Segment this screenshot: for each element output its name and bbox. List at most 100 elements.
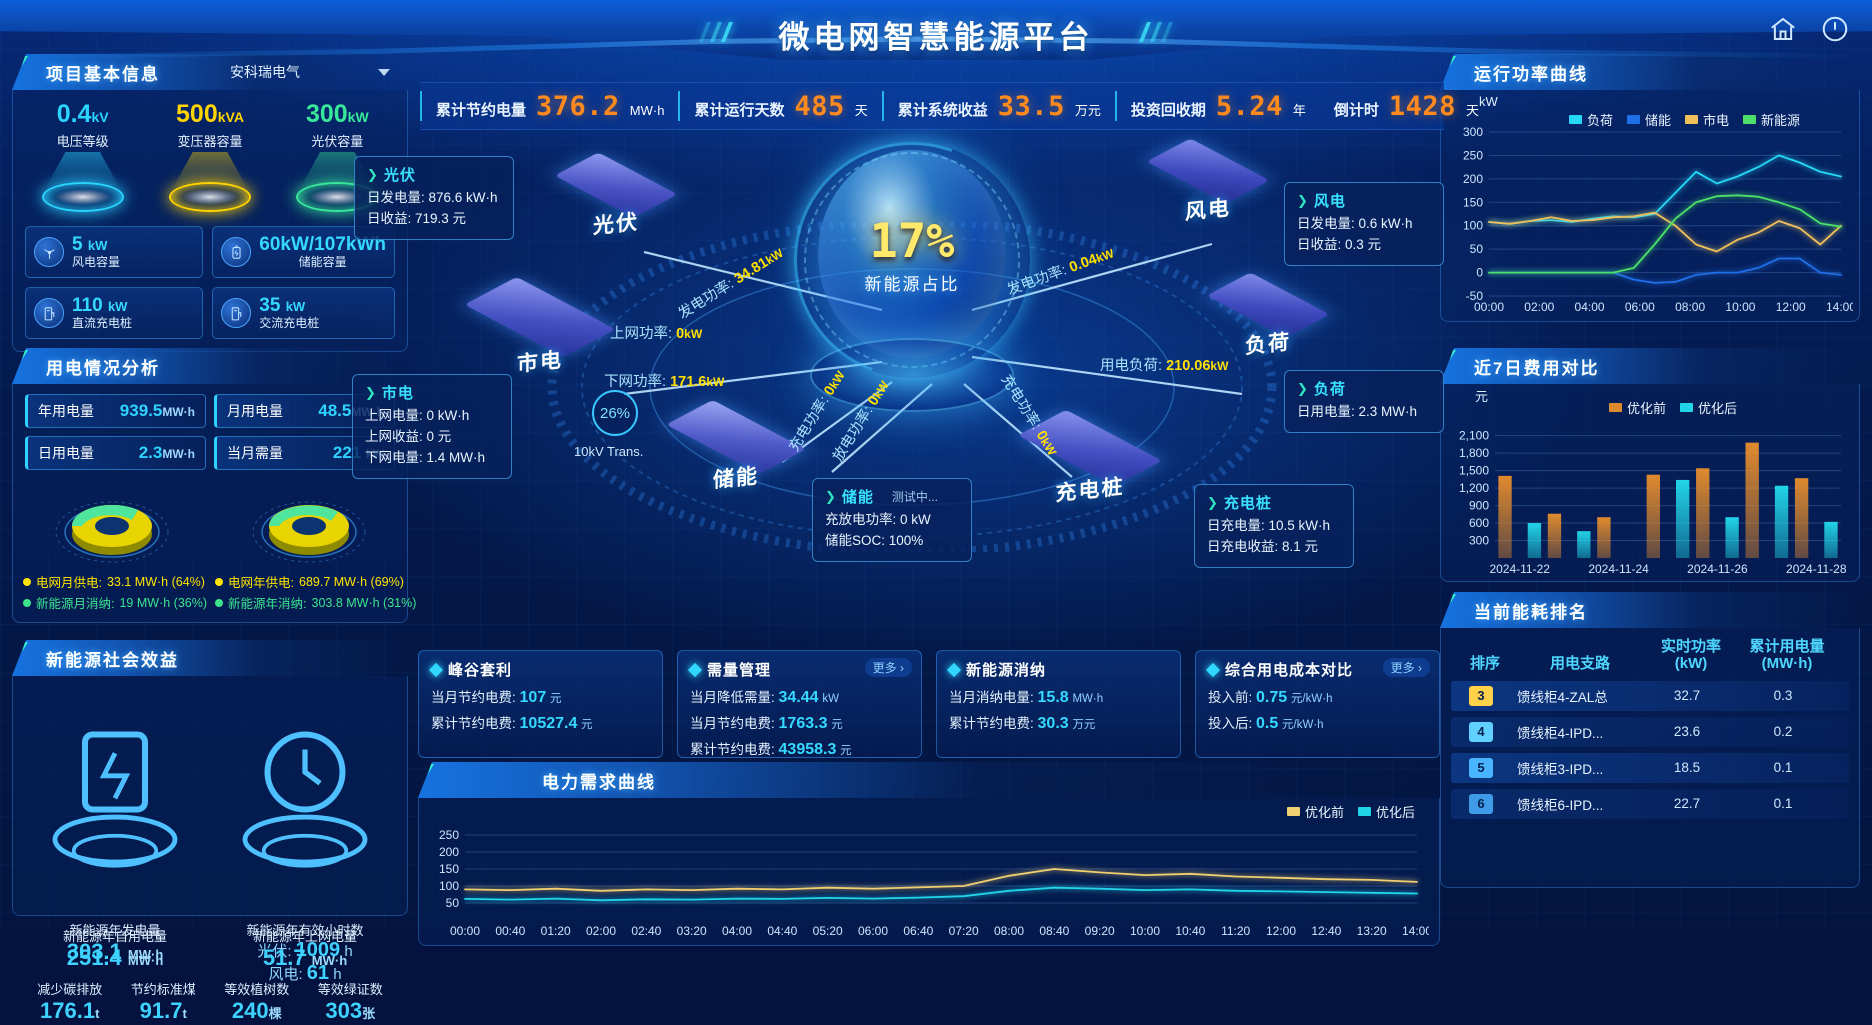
flow-label: 上网功率: [610, 326, 673, 342]
flow-unit: kW [1210, 359, 1229, 373]
flow-label: 用电负荷: [1100, 358, 1163, 374]
social-item-export: 新能源年上网电量 51.7 MW·h [215, 924, 395, 971]
svg-text:2024-11-24: 2024-11-24 [1588, 562, 1649, 576]
panel-title: 运行功率曲线 [1474, 64, 1588, 84]
social-item-certs: 等效绿证数 303张 [306, 977, 396, 1024]
kpi-unit: 年 [1292, 103, 1306, 118]
more-link[interactable]: 更多 › [1382, 658, 1430, 677]
metric-card-title: 综合用电成本对比 [1225, 662, 1354, 679]
donut-year [244, 482, 374, 570]
panel-body: 0.4kV 电压等级 500kVA 变压器容量 300kW 光伏容量 [12, 90, 408, 352]
legend-label: 新能源年消纳: [228, 597, 307, 611]
card-value: 110 [72, 295, 103, 317]
power-icon[interactable] [1820, 14, 1850, 44]
social-row2: 减少碳排放 176.1t 节约标准煤 91.7t 等效植树数 240棵 等效绿证… [25, 977, 395, 1024]
more-link[interactable]: 更多 › [864, 658, 912, 677]
node-label: 光伏 [593, 210, 639, 239]
panel-energy-rank: 当前能耗排名 排序 用电支路 实时功率 (kW) 累计用电量 (MW·h) 3 … [1440, 592, 1860, 888]
infobox-title: 光伏 [383, 167, 416, 184]
rank-badge: 3 [1469, 685, 1493, 706]
legend-item: 电网月供电: 33.1 MW·h (64%) [23, 572, 207, 591]
table-row[interactable]: 5 馈线柜3-IPD... 18.5 0.1 [1451, 752, 1849, 783]
cost-compare-chart: 300 600 900 1,200 1,500 1,800 2,100 2024-11-22 2… [1459, 429, 1847, 576]
metric-card-demand: 需量管理 更多 › 当月降低需量: 34.44 kW 当月节约电费: 1763.… [677, 650, 922, 758]
ac-charger-icon [221, 298, 252, 328]
header-actions [1768, 14, 1850, 44]
kpi-item: 累计节约电量 376.2 MW·h [420, 91, 678, 122]
panel-body: 排序 用电支路 实时功率 (kW) 累计用电量 (MW·h) 3 馈线柜4-ZA… [1440, 628, 1860, 888]
flow-value: 171.6 [670, 374, 707, 390]
metric-value: 10527.4 [519, 714, 578, 732]
svg-text:02:00: 02:00 [1524, 300, 1554, 314]
rank-badge: 4 [1469, 721, 1493, 742]
gauge-value: 300 [305, 100, 348, 128]
metric-value: 0.5 [1256, 714, 1279, 732]
svg-text:04:40: 04:40 [767, 924, 797, 938]
kpi-item: 累计运行天数 485 天 [678, 91, 881, 122]
metric-unit: 元 [840, 744, 852, 757]
metric-card-renewable: 新能源消纳 当月消纳电量: 15.8 MW·h 累计节约电费: 30.3 万元 [936, 650, 1181, 758]
social-label: 减少碳排放 [37, 982, 103, 998]
social-value: 51.7 [262, 945, 306, 970]
svg-text:300: 300 [1469, 534, 1489, 548]
legend-item-load: 负荷 [1569, 110, 1613, 129]
table-row[interactable]: 4 馈线柜4-IPD... 23.6 0.2 [1451, 716, 1849, 747]
svg-text:2024-11-22: 2024-11-22 [1489, 562, 1550, 576]
social-label: 等效植树数 [224, 982, 290, 998]
gauge-beam [46, 152, 119, 186]
metric-unit: 万元 [1072, 718, 1096, 731]
legend-item-before: 优化前 [1286, 802, 1344, 821]
node-grid: 市电 [464, 276, 616, 376]
svg-text:10:40: 10:40 [1175, 924, 1205, 938]
usage-label: 当月需量 [227, 445, 283, 461]
node-wind: 风电 [1146, 138, 1270, 224]
kpi-unit: 天 [854, 103, 868, 118]
svg-text:01:20: 01:20 [541, 924, 571, 938]
usage-value: 48.5 [318, 401, 352, 420]
social-value: 251.4 [66, 945, 122, 970]
table-row[interactable]: 6 馈线柜6-IPD... 22.7 0.1 [1451, 788, 1849, 819]
kpi-label: 累计节约电量 [436, 102, 527, 119]
company-select[interactable]: 安科瑞电气 [222, 60, 398, 84]
gauge-label: 光伏容量 [311, 134, 364, 149]
svg-text:02:00: 02:00 [586, 924, 616, 938]
legend-dot-icon [215, 598, 224, 607]
metric-card-title: 峰谷套利 [448, 662, 513, 679]
metric-card-title: 新能源消纳 [966, 662, 1047, 679]
panel-title: 近7日费用对比 [1474, 358, 1600, 378]
metric-label: 当月节约电费: [690, 715, 775, 731]
arrow-icon: ❯ [825, 489, 836, 504]
svg-text:12:00: 12:00 [1776, 300, 1806, 314]
kpi-value: 376.2 [536, 91, 620, 122]
flow-unit: kW [684, 327, 703, 341]
realtime-power: 22.7 [1673, 796, 1701, 811]
panel-title: 项目基本信息 [46, 64, 160, 84]
infobox-line: 上网收益: 0 元 [365, 428, 452, 444]
renewable-share-label: 新能源占比 [864, 275, 960, 294]
home-icon[interactable] [1768, 14, 1798, 44]
svg-text:14:00: 14:00 [1826, 300, 1853, 314]
column-header-power: 实时功率 (kW) [1660, 638, 1721, 673]
branch-name: 馈线柜4-ZAL总 [1517, 689, 1608, 705]
metric-label: 当月节约电费: [431, 690, 516, 705]
metric-value: 43958.3 [778, 740, 837, 758]
table-row[interactable]: 3 馈线柜4-ZAL总 32.7 0.3 [1451, 680, 1849, 711]
node-load: 负荷 [1206, 272, 1330, 358]
legend-label: 电网月供电: [36, 576, 102, 590]
panel-header: 近7日费用对比 [1440, 348, 1860, 384]
company-select-value: 安科瑞电气 [230, 64, 300, 80]
svg-text:04:00: 04:00 [722, 924, 752, 938]
kpi-label: 倒计时 [1333, 102, 1379, 119]
svg-text:250: 250 [439, 828, 459, 842]
svg-text:11:20: 11:20 [1221, 924, 1250, 938]
y-axis-unit: kW [1479, 94, 1498, 109]
infobox-line: 日用电量: 2.3 MW·h [1297, 404, 1418, 419]
column-header-branch: 用电支路 [1549, 655, 1610, 673]
card-label: 储能容量 [298, 255, 347, 270]
core-base [810, 338, 1014, 412]
social-item-generation: 新能源年发电量 303.1 MW·h [25, 686, 205, 964]
infobox-wind: ❯ 风电 日发电量: 0.6 kW·h 日收益: 0.3 元 [1284, 182, 1444, 266]
svg-text:250: 250 [1463, 148, 1483, 162]
gauge-label: 电压等级 [56, 134, 109, 149]
card-storage-capacity: 60kW/107kWh 储能容量 [212, 226, 395, 278]
